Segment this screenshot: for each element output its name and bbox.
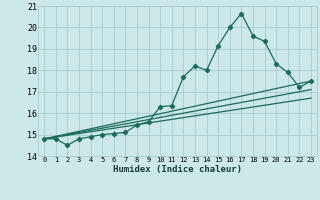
X-axis label: Humidex (Indice chaleur): Humidex (Indice chaleur) <box>113 165 242 174</box>
